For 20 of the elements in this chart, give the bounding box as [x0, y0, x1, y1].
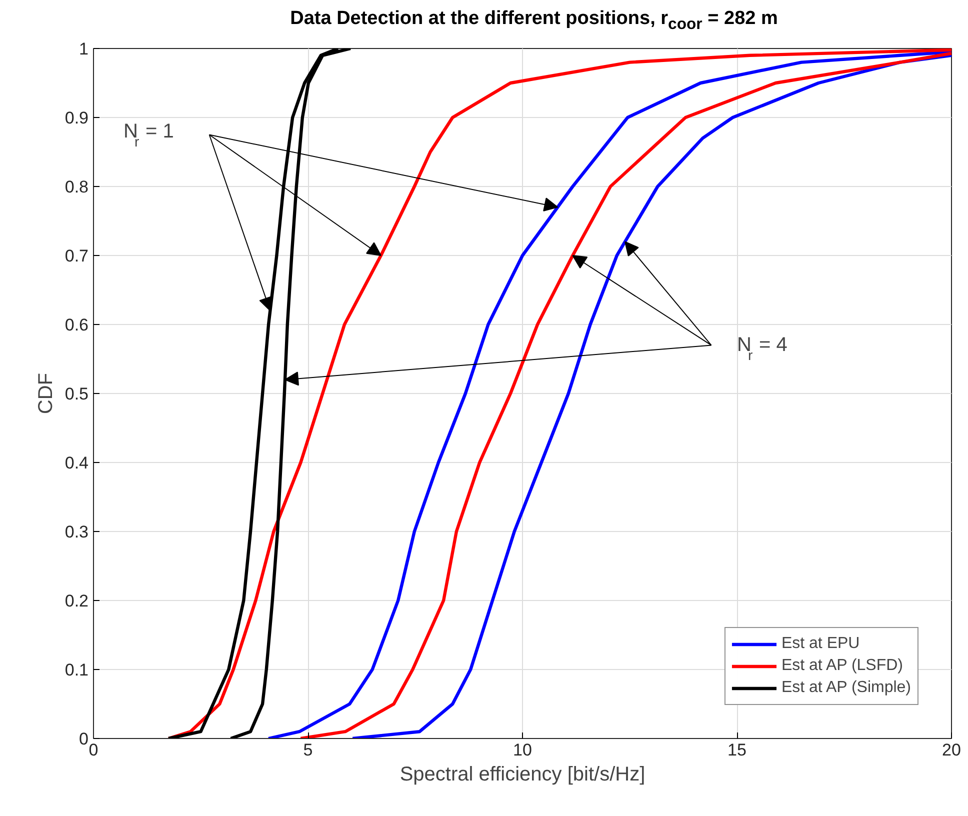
y-tick-label: 0.5: [64, 384, 89, 404]
y-tick-label: 0.1: [64, 660, 89, 680]
y-tick-label: 0.4: [64, 454, 89, 472]
x-tick-label: 20: [942, 740, 961, 760]
legend-label: Est at AP (LSFD): [781, 657, 903, 675]
y-axis-title: CDF: [34, 372, 57, 414]
y-tick-label: 0.6: [64, 316, 89, 334]
y-tick-label: 0.7: [64, 246, 89, 266]
legend-label: Est at EPU: [781, 635, 860, 653]
y-tick-label: 0.2: [64, 592, 89, 610]
x-tick-label: 5: [303, 740, 313, 760]
y-tick-label: 0.3: [64, 522, 89, 542]
x-tick-label: 15: [728, 740, 746, 760]
x-tick-label: 10: [513, 740, 532, 760]
y-tick-label: 1: [79, 40, 89, 58]
y-tick-label: 0.9: [64, 108, 89, 128]
y-tick-label: 0.8: [64, 178, 89, 196]
x-axis-title: Spectral efficiency [bit/s/Hz]: [400, 764, 646, 786]
chart-title: Data Detection at the different positions, r$_{coor}$ = 282 m: [290, 8, 778, 33]
legend-label: Est at AP (Simple): [781, 679, 911, 697]
